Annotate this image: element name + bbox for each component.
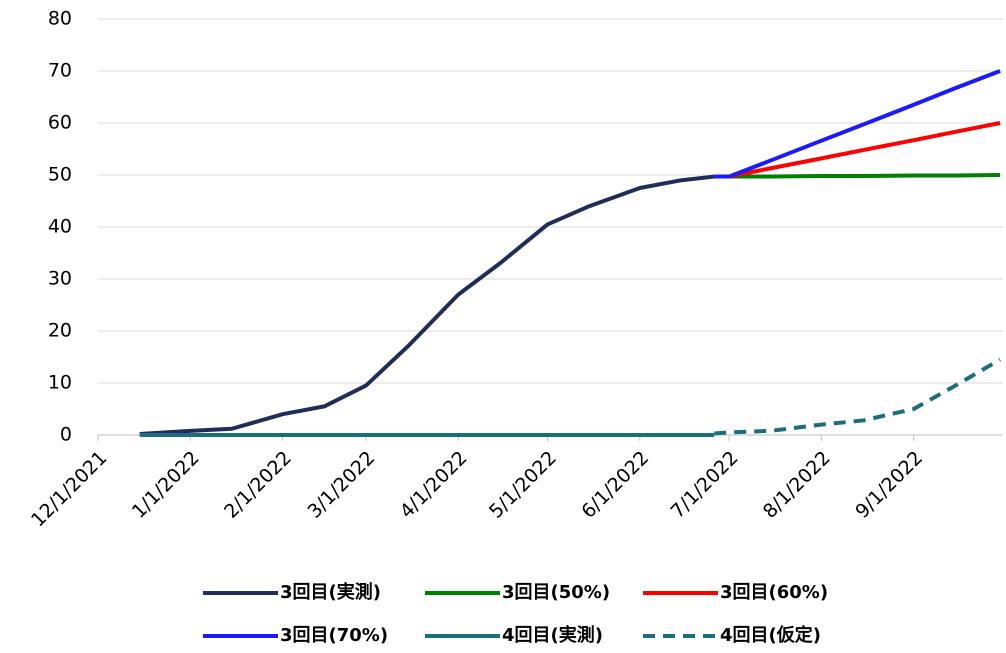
x-tick-label: 12/1/2021 [27, 447, 111, 531]
legend-label: 3回目(60%) [720, 582, 828, 603]
series-line [714, 69, 1001, 179]
y-tick-label: 30 [48, 268, 72, 290]
y-tick-label: 20 [48, 320, 72, 342]
series [714, 121, 1001, 179]
series-line [714, 357, 1002, 436]
y-tick-label: 50 [48, 164, 72, 186]
series [139, 174, 715, 436]
series [714, 357, 1002, 436]
y-tick-label: 40 [48, 216, 72, 238]
x-tick-label: 3/1/2022 [303, 447, 379, 523]
series-line [139, 174, 715, 436]
series [714, 69, 1001, 179]
y-tick-label: 10 [48, 372, 72, 394]
x-tick-label: 2/1/2022 [220, 447, 296, 523]
legend-label: 3回目(実測) [280, 581, 381, 603]
y-tick-label: 60 [48, 112, 72, 134]
x-tick-label: 5/1/2022 [485, 447, 561, 523]
legend-label: 4回目(仮定) [720, 624, 821, 646]
x-tick-label: 1/1/2022 [128, 447, 204, 523]
x-tick-label: 6/1/2022 [577, 447, 653, 523]
x-tick-label: 9/1/2022 [851, 447, 927, 523]
y-tick-label: 70 [48, 60, 72, 82]
series-line [714, 121, 1001, 179]
y-tick-label: 80 [48, 8, 72, 30]
legend-label: 3回目(70%) [280, 625, 388, 646]
x-tick-label: 8/1/2022 [759, 447, 835, 523]
legend-label: 3回目(50%) [502, 582, 610, 603]
series-line [714, 173, 1001, 179]
legend-label: 4回目(実測) [502, 624, 603, 646]
y-tick-label: 0 [60, 424, 72, 446]
x-tick-label: 7/1/2022 [667, 447, 743, 523]
x-tick-label: 4/1/2022 [396, 447, 472, 523]
series [714, 173, 1001, 179]
